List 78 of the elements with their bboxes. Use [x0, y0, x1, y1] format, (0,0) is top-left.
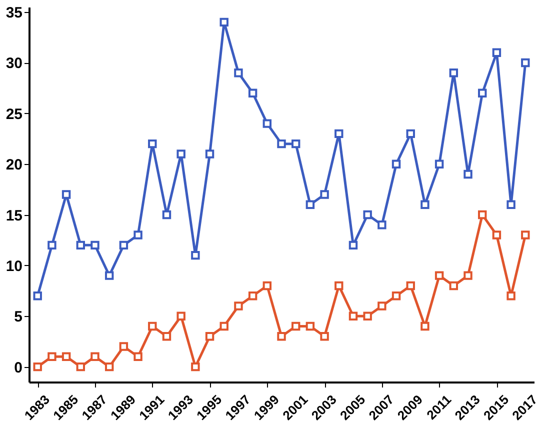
point: [334, 129, 344, 138]
point: [277, 332, 286, 341]
point: [492, 230, 502, 240]
point: [248, 291, 258, 300]
point: [506, 291, 516, 300]
point: [434, 160, 444, 168]
point: [33, 362, 42, 372]
y-tick-label: 25: [6, 106, 22, 123]
point: [277, 139, 286, 148]
point: [191, 362, 200, 372]
point: [320, 190, 329, 199]
point: [434, 271, 444, 280]
point: [348, 312, 358, 320]
point: [492, 48, 502, 57]
point: [90, 240, 100, 250]
point: [191, 250, 200, 260]
point: [48, 352, 56, 362]
point: [248, 88, 258, 98]
point: [392, 291, 401, 300]
point: [62, 352, 71, 362]
point: [521, 230, 530, 240]
point: [449, 281, 458, 290]
point: [320, 332, 329, 341]
point: [406, 281, 415, 290]
point: [62, 190, 71, 199]
y-tick-label: 10: [6, 258, 22, 275]
point: [334, 281, 344, 290]
point: [33, 291, 42, 300]
y-tick-label: 5: [14, 308, 22, 326]
point: [306, 200, 315, 209]
y-tick-label: 30: [6, 55, 22, 72]
point: [234, 68, 243, 78]
point: [220, 322, 228, 331]
point: [420, 322, 430, 331]
point: [406, 129, 415, 138]
point: [420, 200, 430, 209]
point: [119, 240, 128, 250]
point: [378, 302, 386, 310]
point: [90, 352, 100, 362]
point: [162, 210, 172, 220]
point: [48, 240, 56, 250]
point: [119, 342, 128, 351]
point: [104, 271, 114, 280]
point: [378, 220, 386, 230]
point: [134, 230, 142, 240]
point: [220, 18, 228, 27]
point: [348, 240, 358, 250]
y-tick-label: 35: [6, 4, 22, 22]
point: [449, 68, 458, 78]
point: [162, 332, 172, 341]
point: [291, 139, 300, 148]
point: [76, 362, 85, 372]
point: [392, 160, 401, 168]
point: [363, 312, 372, 320]
point: [478, 210, 487, 220]
point: [205, 150, 214, 158]
y-tick-label: 15: [6, 207, 22, 224]
point: [134, 352, 142, 362]
point: [478, 88, 487, 98]
y-tick-label: 20: [6, 156, 22, 174]
point: [262, 281, 272, 290]
point: [176, 312, 186, 320]
point: [148, 139, 157, 148]
point: [464, 271, 472, 280]
point: [234, 302, 243, 310]
point: [76, 240, 85, 250]
point: [104, 362, 114, 372]
y-tick-label: 0: [14, 359, 22, 376]
point: [306, 322, 315, 331]
point: [205, 332, 214, 341]
point: [291, 322, 300, 331]
point: [148, 322, 157, 331]
point: [176, 150, 186, 158]
point: [363, 210, 372, 220]
point: [464, 170, 472, 179]
point: [506, 200, 516, 209]
point: [262, 119, 272, 128]
point: [521, 58, 530, 68]
